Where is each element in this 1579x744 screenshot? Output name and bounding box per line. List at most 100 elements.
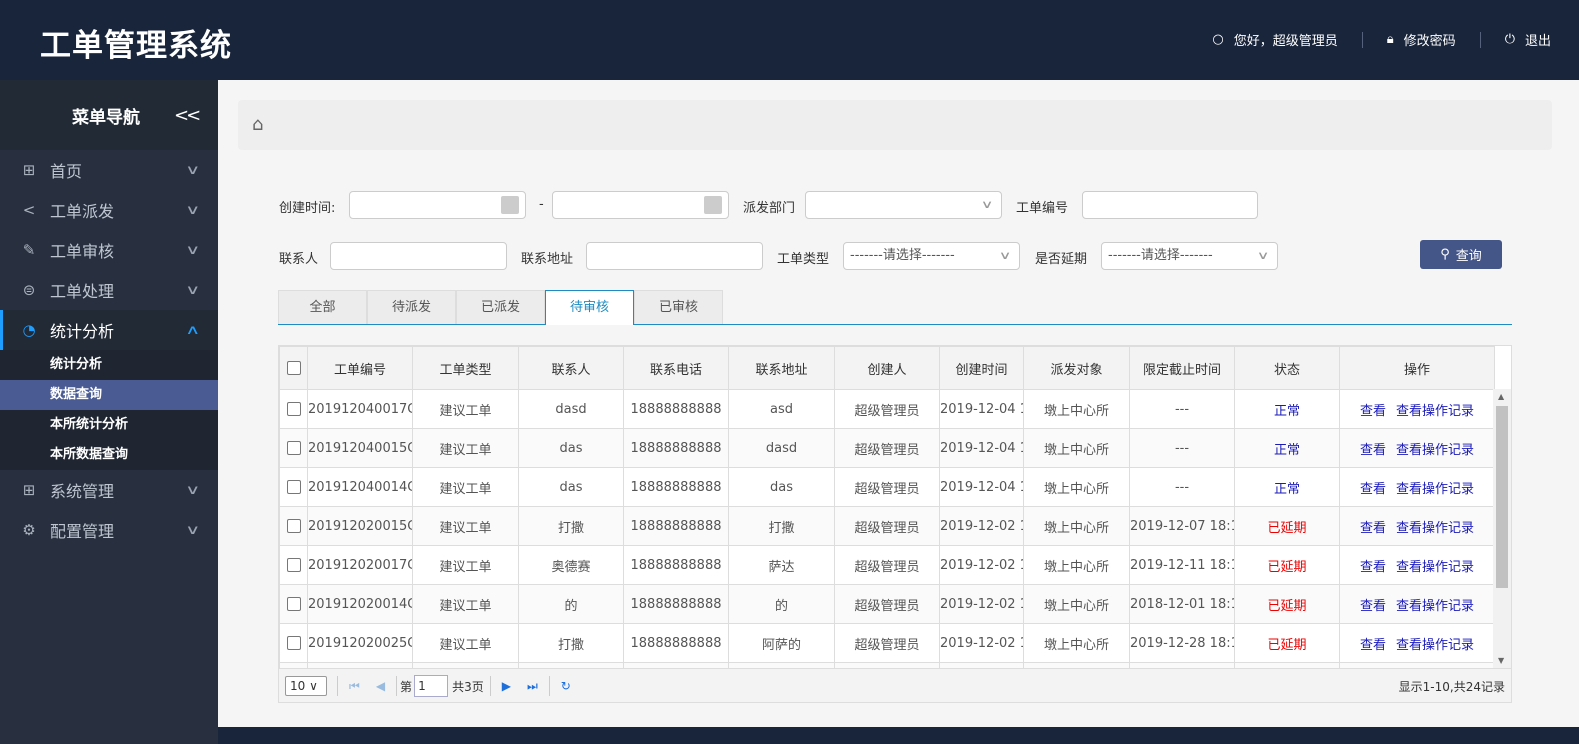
user-greeting[interactable]: ○ 您好，超级管理员 [1212, 30, 1337, 49]
column-header: 联系人 [518, 346, 624, 390]
cell-no: 201912040017C [307, 389, 413, 429]
total-pages: 共3页 [452, 679, 484, 694]
row-checkbox[interactable] [279, 623, 308, 663]
row-checkbox[interactable] [279, 467, 308, 507]
cell-phone: 18888888888 [623, 506, 729, 546]
view-link[interactable]: 查看 [1359, 403, 1386, 419]
view-log-link[interactable]: 查看操作记录 [1396, 442, 1475, 458]
dept-select[interactable]: ∨ [805, 191, 1002, 219]
end-date-input[interactable] [552, 191, 729, 219]
contact-input[interactable] [330, 242, 507, 270]
view-link[interactable]: 查看 [1359, 442, 1386, 458]
calendar-icon[interactable] [704, 196, 722, 214]
next-page-icon[interactable]: ▶ [501, 679, 511, 693]
sidebar-item-system[interactable]: ⊞ 系统管理 ∨ [0, 470, 218, 510]
column-header: 创建人 [834, 346, 940, 390]
row-checkbox[interactable] [279, 584, 308, 624]
last-page-icon[interactable]: ⏭︎ [526, 678, 538, 693]
cell-type: 建议工单 [412, 584, 519, 624]
type-select[interactable]: -------请选择------- ∨ [843, 242, 1020, 270]
logout-link[interactable]: ⏻ 退出 [1505, 30, 1551, 49]
cell-addr: 阿萨的 [728, 623, 835, 663]
home-icon[interactable]: ⌂ [252, 114, 264, 135]
column-header: 联系电话 [623, 346, 729, 390]
page-number-input[interactable]: 1 [414, 675, 449, 697]
cell-addr: 打撒 [728, 506, 835, 546]
view-log-link[interactable]: 查看操作记录 [1396, 481, 1475, 497]
sidebar-item-home[interactable]: ⊞ 首页 ∨ [0, 150, 218, 190]
view-log-link[interactable]: 查看操作记录 [1396, 559, 1475, 575]
tab-pending-review[interactable]: 待审核 [545, 290, 634, 325]
table-row: 201912040015C 建议工单 das 18888888888 dasd 超级管理员… [279, 428, 1495, 468]
grid-icon: ⊞ [22, 161, 36, 179]
tab-dispatched[interactable]: 已派发 [456, 290, 545, 324]
view-link[interactable]: 查看 [1359, 637, 1386, 653]
prev-page-icon[interactable]: ◀ [375, 679, 386, 693]
first-page-icon[interactable]: ⏮︎ [349, 678, 360, 693]
cell-status: 正常 [1234, 467, 1340, 507]
sidebar-item-process[interactable]: ⊜ 工单处理 ∨ [0, 270, 218, 310]
delayed-select[interactable]: -------请选择------- ∨ [1101, 242, 1278, 270]
view-link[interactable]: 查看 [1359, 481, 1386, 497]
submenu-item-data-query[interactable]: 数据查询 [0, 380, 218, 410]
view-link[interactable]: 查看 [1359, 559, 1386, 575]
tab-pending-dispatch[interactable]: 待派发 [367, 290, 456, 324]
cell-contact: 打撒 [518, 623, 624, 663]
view-log-link[interactable]: 查看操作记录 [1396, 637, 1475, 653]
nav-label: 工单派发 [50, 202, 115, 221]
cell-no: 201912040015C [307, 428, 413, 468]
create-time-label: 创建时间: [279, 201, 336, 216]
tab-reviewed[interactable]: 已审核 [634, 290, 723, 324]
tab-all[interactable]: 全部 [278, 290, 367, 324]
sidebar-item-review[interactable]: ✎ 工单审核 ∨ [0, 230, 218, 270]
statistics-submenu: 统计分析 数据查询 本所统计分析 本所数据查询 [0, 350, 218, 470]
chevron-up-icon: ∧ [185, 322, 201, 338]
column-header: 工单编号 [307, 346, 413, 390]
cell-contact: 打撒 [518, 506, 624, 546]
select-all-checkbox[interactable] [279, 346, 308, 390]
power-icon: ⏻ [1504, 32, 1515, 47]
top-bar: 工单管理系统 ○ 您好，超级管理员 🔒︎ 修改密码 ⏻ 退出 [0, 0, 1579, 80]
share-icon: < [22, 201, 36, 219]
submenu-item-local-data-query[interactable]: 本所数据查询 [50, 447, 129, 462]
column-header: 操作 [1339, 346, 1495, 390]
change-password-link[interactable]: 🔒︎ 修改密码 [1387, 30, 1456, 49]
sidebar-item-config[interactable]: ⚙ 配置管理 ∨ [0, 510, 218, 550]
row-checkbox[interactable] [279, 428, 308, 468]
cell-creator: 超级管理员 [834, 428, 940, 468]
change-password-label: 修改密码 [1403, 34, 1456, 49]
submenu-item-statistics[interactable]: 统计分析 [50, 357, 103, 372]
start-date-input[interactable] [349, 191, 526, 219]
submenu-item-local-statistics[interactable]: 本所统计分析 [50, 417, 129, 432]
cell-phone: 18888888888 [623, 428, 729, 468]
logout-label: 退出 [1524, 34, 1551, 49]
view-log-link[interactable]: 查看操作记录 [1396, 403, 1475, 419]
address-input[interactable] [586, 242, 763, 270]
cell-deadline: 2019-12-11 18:16 [1129, 545, 1235, 585]
dept-label: 派发部门 [743, 201, 796, 216]
view-link[interactable]: 查看 [1359, 598, 1386, 614]
column-header: 状态 [1234, 346, 1340, 390]
view-log-link[interactable]: 查看操作记录 [1396, 598, 1475, 614]
view-link[interactable]: 查看 [1359, 520, 1386, 536]
sidebar-item-dispatch[interactable]: < 工单派发 ∨ [0, 190, 218, 230]
calendar-icon[interactable] [501, 196, 519, 214]
collapse-sidebar-button[interactable]: << [174, 104, 201, 126]
cell-contact: 奥德赛 [518, 545, 624, 585]
row-checkbox[interactable] [279, 389, 308, 429]
cell-phone: 18888888888 [623, 623, 729, 663]
cell-deadline: 2018-12-01 18:18 [1129, 584, 1235, 624]
view-log-link[interactable]: 查看操作记录 [1396, 520, 1475, 536]
query-button[interactable]: ⚲ 查询 [1420, 240, 1502, 269]
order-no-input[interactable] [1082, 191, 1258, 219]
refresh-icon[interactable]: ↻ [560, 679, 571, 693]
sidebar-title: 菜单导航 [72, 107, 140, 128]
divider [1479, 31, 1481, 48]
row-checkbox[interactable] [279, 545, 308, 585]
chevron-down-icon: ∨ [998, 249, 1012, 262]
cell-addr: 萨达 [728, 545, 835, 585]
page-size-select[interactable]: 10 ∨ [285, 676, 327, 696]
sidebar-item-statistics[interactable]: ◔ 统计分析 ∧ [0, 310, 218, 350]
vertical-scrollbar[interactable]: ▲ ▼ [1493, 389, 1511, 668]
row-checkbox[interactable] [279, 506, 308, 546]
